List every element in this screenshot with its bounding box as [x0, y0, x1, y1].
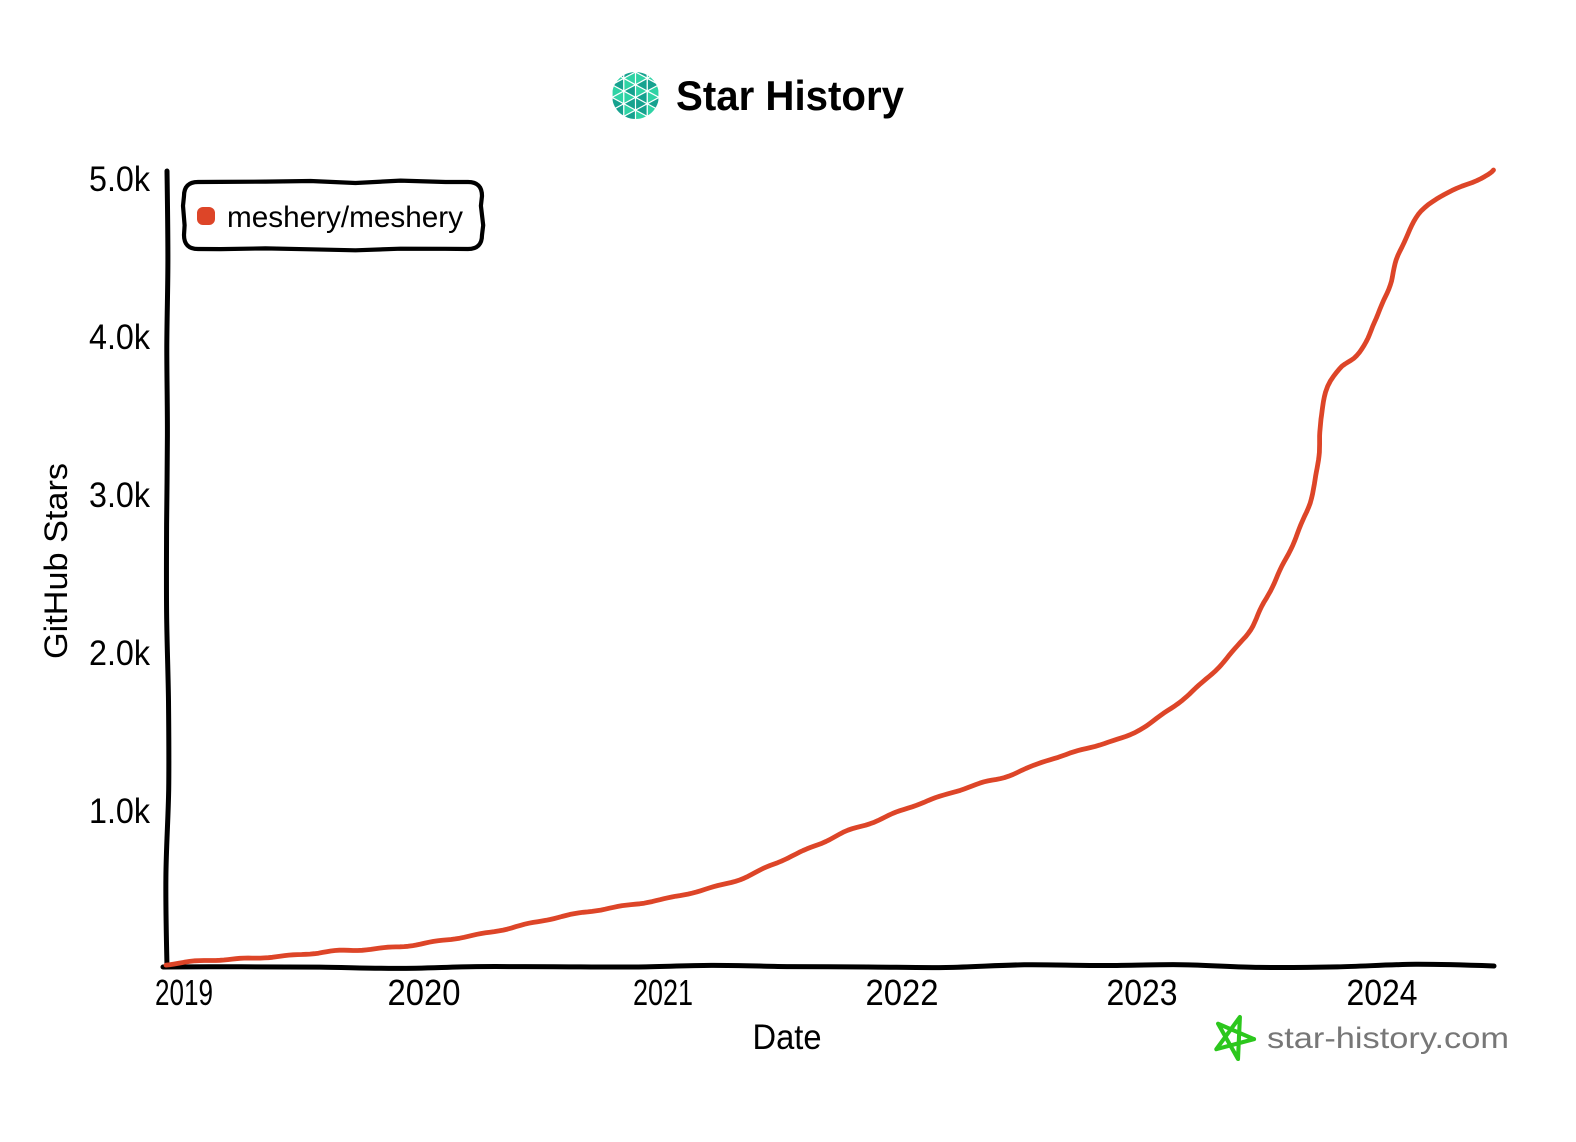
svg-text:5.0k: 5.0k: [89, 160, 150, 199]
svg-text:3.0k: 3.0k: [89, 476, 150, 515]
svg-text:Star History: Star History: [676, 72, 905, 119]
svg-text:1.0k: 1.0k: [89, 792, 150, 831]
svg-text:2022: 2022: [866, 972, 939, 1013]
svg-text:2.0k: 2.0k: [89, 634, 150, 673]
svg-text:meshery/meshery: meshery/meshery: [227, 201, 463, 234]
svg-text:2019: 2019: [155, 972, 213, 1013]
svg-text:2024: 2024: [1347, 972, 1418, 1013]
svg-text:Date: Date: [753, 1018, 822, 1057]
svg-text:2023: 2023: [1107, 972, 1178, 1013]
svg-text:GitHub Stars: GitHub Stars: [38, 463, 74, 659]
svg-text:2021: 2021: [633, 972, 693, 1013]
svg-text:2020: 2020: [388, 972, 461, 1013]
svg-text:star-history.com: star-history.com: [1267, 1022, 1509, 1055]
svg-text:4.0k: 4.0k: [89, 318, 150, 357]
